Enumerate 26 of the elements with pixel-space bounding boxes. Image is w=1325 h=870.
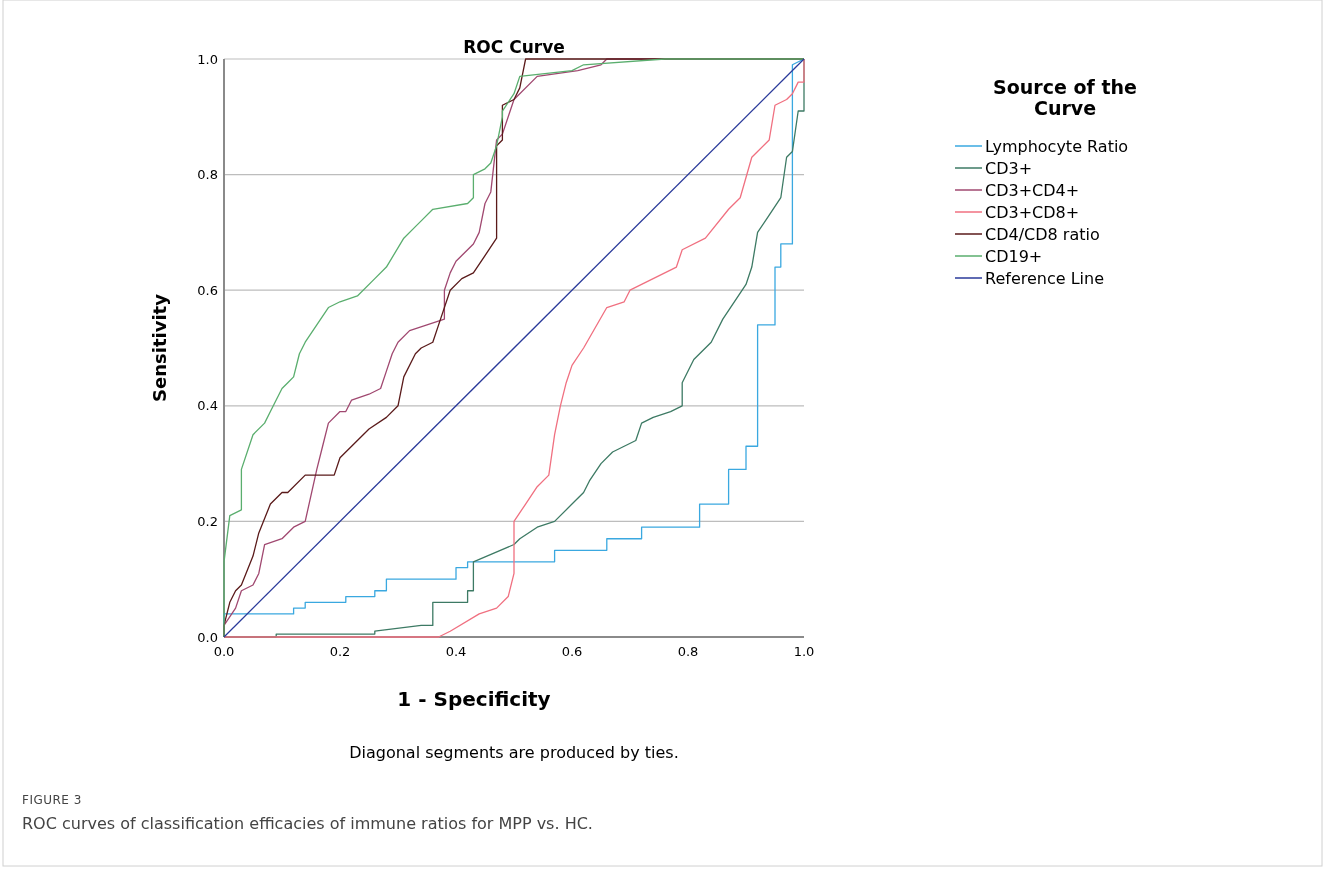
text: ROC curves of classification efficacies of immune ratios for MPP vs. HC.: [22, 814, 593, 833]
y-axis-title: Sensitivity: [149, 293, 170, 402]
legend-label: CD3+: [985, 158, 1033, 178]
y-tick-label: 1.0: [197, 51, 218, 67]
y-tick-label: 0.6: [197, 282, 218, 298]
legend-label: Reference Line: [985, 268, 1104, 288]
x-tick-label: 0.8: [677, 644, 699, 659]
text: Diagonal segments are produced by ties.: [349, 743, 679, 762]
legend-label: CD3+CD4+: [985, 180, 1080, 200]
x-tick-label: 0.4: [445, 644, 467, 659]
caption: FIGURE 3: [22, 793, 82, 807]
y-tick-label: 0.4: [197, 398, 218, 414]
legend-label: Lymphocyte Ratio: [985, 136, 1129, 156]
x-tick-label: 0.0: [213, 644, 235, 659]
legend-label: CD4/CD8 ratio: [985, 224, 1100, 244]
legend-label: CD19+: [985, 246, 1043, 266]
legend-title: Source of the Curve: [993, 76, 1137, 119]
legend-label: CD3+CD8+: [985, 202, 1080, 222]
x-tick-label: 0.2: [329, 644, 351, 659]
x-tick-label: 0.6: [561, 644, 583, 659]
x-tick-label: 1.0: [793, 644, 815, 659]
x-axis-title: 1 - Specificity: [397, 687, 551, 711]
y-tick-label: 0.0: [197, 629, 218, 645]
y-tick-label: 0.8: [197, 167, 218, 183]
y-tick-label: 0.2: [197, 513, 218, 529]
chart-title: ROC Curve: [463, 37, 565, 57]
